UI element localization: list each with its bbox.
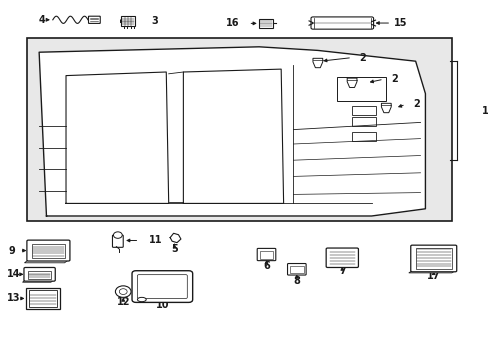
Polygon shape [408,271,454,273]
Polygon shape [39,47,425,216]
Bar [351,106,375,115]
Text: 4: 4 [38,15,45,25]
Bar [415,248,451,269]
Text: 16: 16 [225,18,239,28]
Text: 17: 17 [426,271,440,282]
Bar [32,244,65,258]
Text: 11: 11 [148,235,162,246]
Bar [27,38,451,221]
Circle shape [113,232,122,238]
Bar [259,251,273,259]
Bar [337,77,386,101]
Text: 9: 9 [9,246,16,256]
FancyBboxPatch shape [410,245,456,272]
Polygon shape [170,233,181,243]
FancyBboxPatch shape [26,288,60,309]
Bar [351,117,375,126]
Text: 2: 2 [359,53,366,63]
FancyBboxPatch shape [310,17,373,29]
Bar [351,132,375,141]
FancyBboxPatch shape [325,248,358,267]
Text: 15: 15 [393,18,407,28]
FancyBboxPatch shape [132,271,192,302]
Bar [28,271,51,279]
Bar [29,290,57,307]
Polygon shape [312,58,322,68]
FancyBboxPatch shape [24,267,55,281]
Polygon shape [346,78,356,87]
Text: 1: 1 [481,106,488,116]
Text: 8: 8 [293,276,300,286]
Polygon shape [381,103,390,113]
FancyBboxPatch shape [257,248,275,261]
Text: 6: 6 [263,261,269,271]
FancyBboxPatch shape [287,264,305,275]
Text: 12: 12 [116,297,130,307]
FancyBboxPatch shape [121,16,135,26]
Text: 2: 2 [390,74,397,84]
FancyBboxPatch shape [112,235,123,247]
FancyBboxPatch shape [88,16,100,23]
FancyBboxPatch shape [27,240,70,261]
Bar [289,266,303,273]
Text: 5: 5 [171,244,178,254]
Circle shape [115,286,131,297]
Bar [259,19,272,28]
Text: 2: 2 [412,99,419,109]
Polygon shape [22,280,54,282]
Polygon shape [24,260,68,263]
Text: 14: 14 [7,269,21,279]
Text: 13: 13 [7,293,21,303]
Text: 7: 7 [338,266,345,276]
Text: 3: 3 [151,16,158,26]
Text: 10: 10 [155,300,169,310]
Ellipse shape [137,297,146,302]
